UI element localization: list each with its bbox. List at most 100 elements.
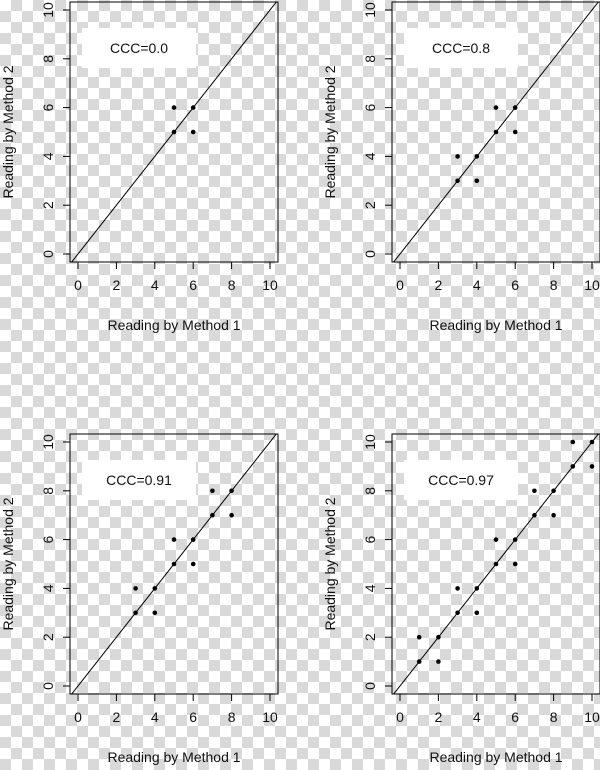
y-tick-label: 0 [40, 682, 56, 690]
ccc-label: CCC=0.97 [428, 472, 494, 488]
x-tick-label: 2 [113, 277, 121, 293]
x-tick-label: 4 [151, 277, 159, 293]
data-point [512, 129, 518, 135]
y-tick-label: 6 [40, 103, 56, 111]
y-axis-title: Reading by Method 2 [0, 65, 16, 198]
y-tick-label: 2 [362, 633, 378, 641]
x-axis-title: Reading by Method 1 [107, 749, 240, 765]
data-point [190, 129, 196, 135]
plot-frame [391, 1, 600, 263]
chart-panel-2: 0 2 4 6 8 10 0 2 4 6 8 10 Reading by Method 1 Reading… [322, 1, 600, 333]
data-point [512, 561, 518, 567]
y-tick-label: 2 [362, 201, 378, 209]
x-tick-label: 0 [74, 709, 82, 725]
data-point [493, 105, 499, 110]
y-tick-label: 8 [362, 55, 378, 63]
x-tick-label: 0 [74, 277, 82, 293]
y-tick-label: 8 [40, 55, 56, 63]
y-tick-label: 2 [40, 201, 56, 209]
x-tick-label: 4 [151, 709, 159, 725]
x-tick-label: 4 [473, 277, 481, 293]
x-tick-label: 10 [584, 709, 600, 725]
x-tick-label: 6 [189, 709, 197, 725]
chart-panel-1: 0 2 4 6 8 10 0 2 4 6 8 10 Reading by Method 1 Reading… [0, 1, 279, 333]
ccc-label: CCC=0.8 [432, 40, 490, 56]
y-tick-label: 10 [40, 2, 56, 18]
data-point [229, 488, 234, 494]
data-point [133, 586, 138, 591]
x-tick-label: 6 [189, 277, 197, 293]
y-tick-label: 6 [362, 535, 378, 543]
ccc-label-box [82, 28, 196, 68]
data-point [570, 439, 576, 445]
y-tick-label: 4 [40, 152, 56, 160]
y-tick-label: 10 [40, 434, 56, 450]
x-tick-label: 8 [550, 277, 558, 293]
x-tick-label: 4 [473, 709, 481, 725]
data-point [532, 512, 537, 518]
x-tick-label: 8 [228, 277, 236, 293]
y-axis-title: Reading by Method 2 [322, 65, 338, 198]
data-point [210, 512, 215, 518]
chart-panel-4: 0 2 4 6 8 10 0 2 4 6 8 10 Reading by Method 1 Reading… [322, 433, 600, 765]
plot-frame [69, 433, 279, 695]
data-point [589, 464, 595, 469]
data-point [152, 610, 158, 616]
y-tick-label: 4 [40, 584, 56, 592]
x-tick-label: 0 [396, 709, 404, 725]
y-tick-label: 10 [362, 2, 378, 18]
y-tick-label: 6 [40, 535, 56, 543]
x-axis-title: Reading by Method 1 [107, 317, 240, 333]
data-point [152, 586, 158, 591]
data-point [493, 129, 499, 135]
plot-frame [391, 433, 600, 695]
data-point [474, 178, 480, 184]
data-point [474, 586, 480, 591]
plot-frame [69, 1, 279, 263]
data-point [532, 488, 537, 494]
ccc-label: CCC=0.0 [110, 40, 168, 56]
data-point [551, 488, 556, 494]
y-tick-label: 8 [362, 487, 378, 495]
ccc-label: CCC=0.91 [106, 472, 172, 488]
y-tick-label: 4 [362, 584, 378, 592]
data-point [416, 634, 422, 640]
x-tick-label: 6 [511, 709, 519, 725]
data-point [171, 537, 177, 542]
data-point [455, 586, 460, 591]
data-point [171, 561, 177, 567]
data-point [512, 537, 518, 542]
data-point [436, 634, 441, 640]
x-tick-label: 2 [435, 277, 443, 293]
chart-panel-3: 0 2 4 6 8 10 0 2 4 6 8 10 Reading by Method 1 Reading… [0, 433, 279, 765]
data-point [589, 439, 595, 445]
data-point [190, 105, 196, 110]
data-point [474, 610, 480, 616]
data-point [455, 610, 460, 616]
x-tick-label: 8 [228, 709, 236, 725]
ccc-label-box [82, 460, 196, 500]
data-point [190, 561, 196, 567]
identity-line [393, 434, 599, 694]
ccc-label-box [404, 28, 518, 68]
data-point [229, 512, 234, 518]
y-tick-label: 6 [362, 103, 378, 111]
data-point [455, 154, 460, 159]
x-tick-label: 0 [396, 277, 404, 293]
data-point [512, 105, 518, 110]
y-axis-title: Reading by Method 2 [322, 497, 338, 630]
data-point [210, 488, 215, 494]
data-point [474, 154, 480, 159]
data-point [493, 561, 499, 567]
y-tick-label: 0 [362, 682, 378, 690]
data-point [493, 537, 499, 542]
y-tick-label: 0 [40, 250, 56, 258]
ccc-label-box [404, 460, 518, 500]
data-point [171, 129, 177, 135]
x-tick-label: 6 [511, 277, 519, 293]
x-tick-label: 2 [435, 709, 443, 725]
data-point [171, 105, 177, 110]
data-point [455, 178, 460, 184]
y-axis-title: Reading by Method 2 [0, 497, 16, 630]
